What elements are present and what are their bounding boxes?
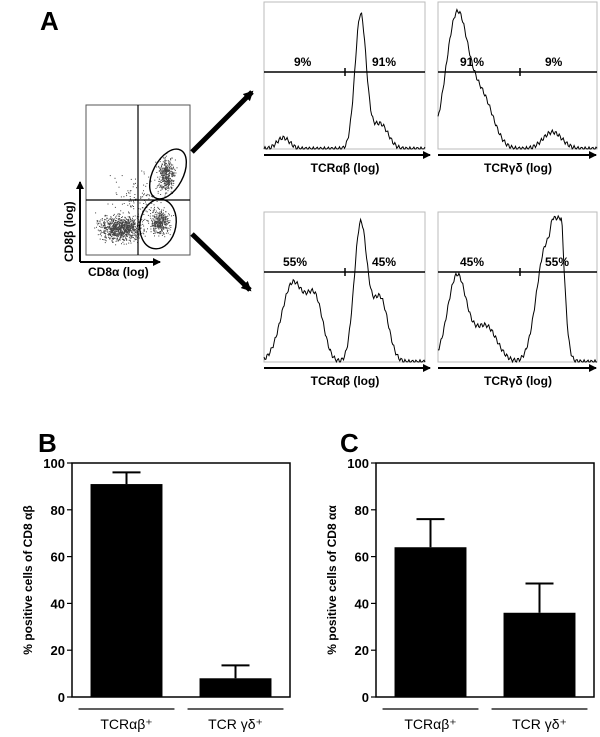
- histogram-tcrgd-bottom: 45% 55% TCRγδ (log): [437, 211, 598, 388]
- percent-left: 45%: [460, 255, 484, 269]
- y-axis-label: % positive cells of CD8 αα: [325, 505, 339, 655]
- arrow-to-top-histograms: [190, 90, 254, 154]
- arrow-to-bottom-histograms: [190, 232, 252, 292]
- y-axis-label: % positive cells of CD8 αβ: [21, 505, 35, 654]
- category-label: TCRαβ⁺: [100, 716, 152, 732]
- dotplot-events: [94, 152, 178, 246]
- bar-2: [503, 612, 576, 697]
- panel-label-c: C: [340, 428, 359, 458]
- bar-chart-b: 0 20 40 60 80 100 % positive cells of CD8 αβ TC…: [21, 456, 291, 732]
- percent-left: 91%: [460, 55, 484, 69]
- bar-1: [90, 484, 163, 697]
- y-tick-label: 80: [355, 503, 369, 518]
- y-tick-label: 100: [43, 456, 65, 471]
- histogram-xlabel: TCRαβ (log): [311, 374, 380, 388]
- percent-left: 55%: [283, 255, 307, 269]
- histogram-tcrgd-top: 91% 9% TCRγδ (log): [437, 1, 598, 175]
- dotplot-xlabel: CD8α (log): [88, 265, 149, 279]
- percent-right: 45%: [372, 255, 396, 269]
- plot-frame: [375, 462, 595, 698]
- histogram-tcrab-top: 9% 91% TCRαβ (log): [263, 1, 431, 175]
- y-tick-label: 20: [355, 643, 369, 658]
- category-label: TCRαβ⁺: [404, 716, 456, 732]
- y-tick-label: 60: [355, 550, 369, 565]
- plot-frame: [71, 462, 291, 698]
- y-tick-label: 0: [362, 690, 369, 705]
- histogram-xlabel: TCRαβ (log): [311, 161, 380, 175]
- panel-label-a: A: [40, 6, 59, 36]
- y-tick-label: 80: [51, 503, 65, 518]
- histogram-curve: [437, 214, 597, 364]
- gate-cd8aa: [139, 198, 177, 250]
- y-tick-label: 0: [58, 690, 65, 705]
- histogram-curve: [263, 12, 426, 150]
- percent-right: 55%: [545, 255, 569, 269]
- histogram-xlabel: TCRγδ (log): [484, 161, 552, 175]
- dotplot-ylabel: CD8β (log): [62, 201, 76, 262]
- panel-label-b: B: [38, 428, 57, 458]
- bar-chart-c: 0 20 40 60 80 100 % positive cells of CD8 αα TC…: [325, 456, 595, 732]
- y-tick-label: 60: [51, 550, 65, 565]
- bar-1: [394, 547, 467, 697]
- category-label: TCR γδ⁺: [512, 716, 567, 732]
- gate-cd8ab: [148, 148, 188, 200]
- percent-right: 9%: [545, 55, 563, 69]
- histogram-curve: [437, 8, 598, 150]
- y-tick-label: 100: [347, 456, 369, 471]
- y-tick-label: 20: [51, 643, 65, 658]
- histogram-xlabel: TCRγδ (log): [484, 374, 552, 388]
- histogram-tcrab-bottom: 55% 45% TCRαβ (log): [263, 211, 431, 388]
- flow-dotplot: CD8β (log) CD8α (log): [62, 104, 191, 279]
- percent-right: 91%: [372, 55, 396, 69]
- histogram-curve: [263, 217, 426, 364]
- bar-2: [199, 678, 272, 697]
- category-label: TCR γδ⁺: [208, 716, 263, 732]
- percent-left: 9%: [294, 55, 312, 69]
- y-tick-label: 40: [355, 596, 369, 611]
- y-tick-label: 40: [51, 596, 65, 611]
